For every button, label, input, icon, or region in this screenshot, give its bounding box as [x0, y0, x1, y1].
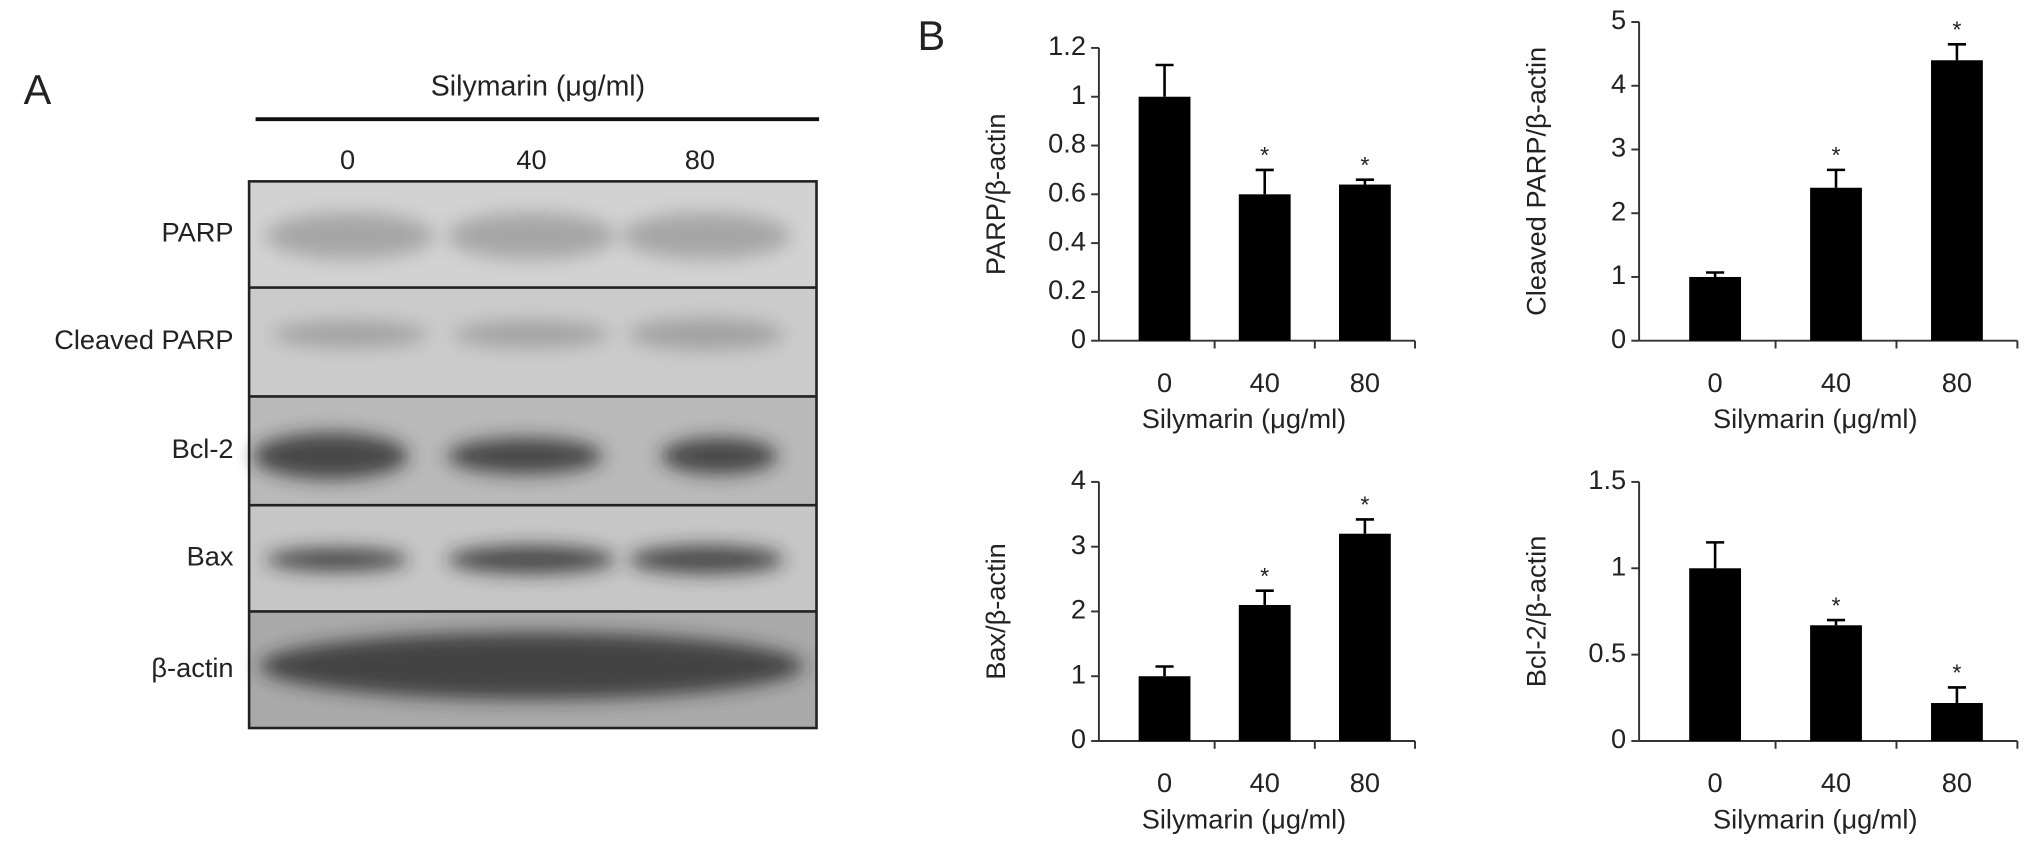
y-axis-label: Bax/β-actin — [980, 543, 1011, 680]
bar — [1810, 625, 1862, 741]
bar — [1339, 533, 1391, 741]
y-tick-label: 1 — [1611, 550, 1626, 581]
panel-label: A — [24, 66, 52, 113]
y-tick-label: 0.2 — [1048, 274, 1086, 305]
x-tick-label: 80 — [1350, 767, 1380, 798]
x-axis-label: Silymarin (μg/ml) — [1142, 403, 1346, 434]
row-label: Cleaved PARP — [54, 324, 233, 355]
bar — [1689, 568, 1742, 741]
y-tick-label: 1.5 — [1588, 464, 1626, 495]
row-label: β-actin — [151, 652, 233, 683]
x-tick-label: 40 — [1821, 767, 1851, 798]
y-tick-label: 0 — [1611, 723, 1626, 754]
y-tick-label: 1 — [1071, 658, 1086, 689]
bar — [1931, 703, 1983, 741]
significance: * — [1260, 563, 1269, 589]
significance: * — [1952, 17, 1961, 43]
y-tick-label: 1 — [1071, 79, 1086, 110]
x-tick-label: 0 — [1708, 367, 1723, 398]
x-tick-label: 80 — [1942, 767, 1972, 798]
blot-title: Silymarin (μg/ml) — [431, 71, 645, 103]
y-axis-label: PARP/β-actin — [980, 113, 1011, 275]
bar — [1931, 60, 1983, 341]
y-tick-label: 0.4 — [1048, 225, 1086, 256]
significance: * — [1360, 492, 1369, 518]
significance: * — [1831, 142, 1840, 168]
bar — [1689, 276, 1742, 341]
x-axis-label: Silymarin (μg/ml) — [1713, 804, 1917, 835]
x-tick-label: 0 — [1708, 767, 1723, 798]
y-tick-label: 1.2 — [1048, 30, 1086, 61]
bar — [1138, 676, 1191, 741]
significance: * — [1831, 592, 1840, 618]
row-label: Bax — [187, 541, 234, 572]
bar — [1238, 194, 1291, 341]
significance: * — [1360, 152, 1369, 178]
y-axis-label: Bcl-2/β-actin — [1520, 536, 1551, 688]
bar — [1238, 604, 1291, 741]
x-tick-label: 40 — [1250, 367, 1280, 398]
row-label: PARP — [162, 217, 234, 248]
y-tick-label: 4 — [1611, 68, 1626, 99]
y-tick-label: 3 — [1071, 529, 1086, 560]
x-axis-label: Silymarin (μg/ml) — [1713, 403, 1917, 434]
x-axis-label: Silymarin (μg/ml) — [1142, 804, 1346, 835]
y-tick-label: 0 — [1071, 723, 1086, 754]
significance: * — [1260, 142, 1269, 168]
y-tick-label: 3 — [1611, 132, 1626, 163]
y-tick-label: 0 — [1071, 323, 1086, 354]
x-tick-label: 40 — [1250, 767, 1280, 798]
row-label: Bcl-2 — [172, 433, 234, 464]
y-tick-label: 2 — [1611, 195, 1626, 226]
y-tick-label: 0.8 — [1048, 128, 1086, 159]
lane-label: 40 — [516, 144, 546, 175]
panel-label: B — [918, 12, 946, 59]
bar — [1339, 184, 1391, 341]
x-tick-label: 80 — [1350, 367, 1380, 398]
lane-label: 0 — [340, 144, 355, 175]
bar — [1138, 96, 1191, 341]
blot — [247, 180, 818, 730]
y-tick-label: 0.6 — [1048, 177, 1086, 208]
y-axis-label: Cleaved PARP/β-actin — [1520, 47, 1551, 316]
y-tick-label: 2 — [1071, 594, 1086, 625]
x-tick-label: 0 — [1157, 767, 1172, 798]
x-tick-label: 0 — [1157, 367, 1172, 398]
y-tick-label: 0 — [1611, 323, 1626, 354]
y-tick-label: 4 — [1071, 464, 1086, 495]
significance: * — [1952, 660, 1961, 686]
y-tick-label: 0.5 — [1588, 637, 1626, 668]
y-tick-label: 1 — [1611, 259, 1626, 290]
y-tick-label: 5 — [1611, 4, 1626, 35]
x-tick-label: 80 — [1942, 367, 1972, 398]
bar — [1810, 187, 1862, 341]
x-tick-label: 40 — [1821, 367, 1851, 398]
lane-label: 80 — [685, 144, 715, 175]
